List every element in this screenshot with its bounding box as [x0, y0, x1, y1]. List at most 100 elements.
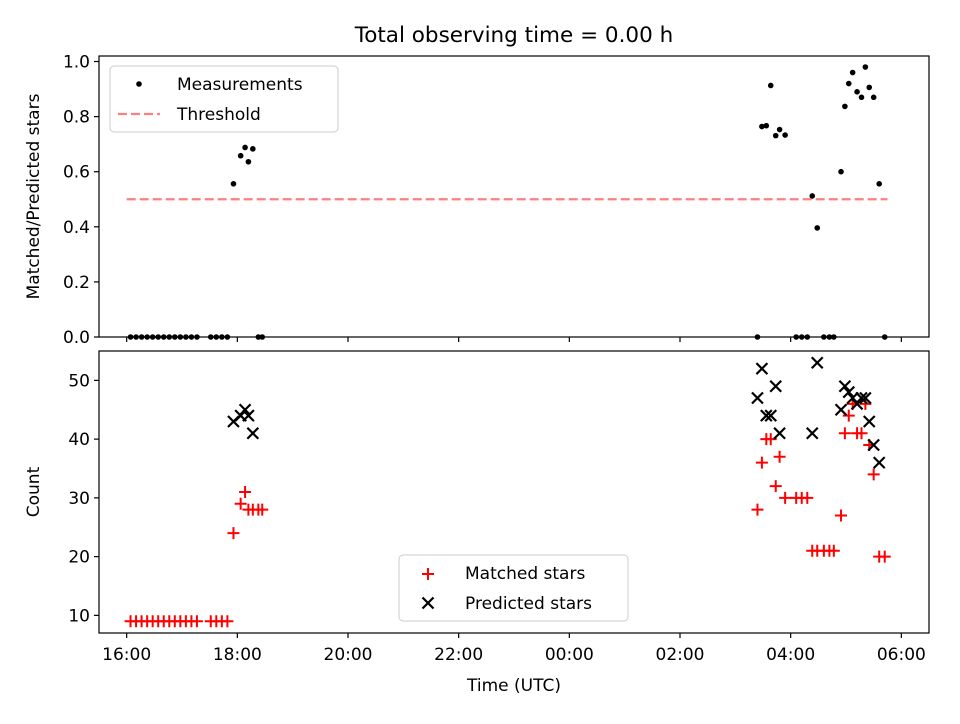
data-point	[779, 491, 792, 504]
x-b	[872, 456, 886, 469]
y-tick-label: 1.0	[63, 53, 90, 73]
x-b	[842, 385, 856, 399]
data-point	[814, 225, 821, 231]
data-point	[782, 132, 788, 138]
data-point	[854, 89, 860, 95]
x-b	[855, 391, 868, 405]
bottom-panel: 10 20 30 40 50 16:00 18:00 20:00 22:00 00:00 02:00…	[24, 350, 930, 696]
y-tick-label: 10	[68, 606, 90, 626]
x-b	[764, 409, 778, 422]
y-tick-label: 0.0	[63, 328, 90, 348]
x-b	[834, 403, 848, 417]
x-b	[751, 391, 764, 405]
data-point	[769, 480, 782, 493]
y-tick-label: 0.4	[63, 218, 90, 238]
legend-label-matched: Matched stars	[465, 564, 585, 584]
x-b	[810, 356, 824, 370]
x-b	[238, 403, 252, 417]
data-point	[870, 94, 877, 101]
data-point	[751, 391, 764, 405]
data-point	[862, 64, 869, 70]
y-tick-label: 0.6	[63, 163, 90, 183]
data-point	[751, 503, 764, 516]
data-point	[760, 409, 773, 422]
data-point	[769, 379, 783, 393]
data-point	[842, 409, 855, 422]
legend-marker-matched	[422, 568, 434, 580]
data-point	[776, 126, 783, 133]
data-point	[245, 158, 252, 165]
data-point	[230, 181, 237, 187]
data-point	[849, 69, 856, 76]
x-b	[773, 426, 786, 440]
data-point	[773, 426, 786, 440]
data-point	[764, 409, 778, 422]
top-panel: 0.0 0.2 0.4 0.6 0.8 1.0 Matched/Predicted star…	[24, 53, 930, 348]
data-point	[190, 615, 203, 628]
y-tick-label: 0.2	[63, 273, 90, 293]
x-b	[242, 409, 255, 422]
x-b	[421, 596, 435, 610]
y-axis-label: Count	[24, 466, 44, 517]
x-b	[862, 415, 876, 428]
data-point	[250, 146, 256, 152]
data-point	[878, 550, 891, 563]
x-b	[755, 362, 769, 375]
data-point	[238, 403, 252, 417]
data-point	[809, 193, 816, 199]
data-point	[767, 82, 774, 89]
data-point	[866, 84, 873, 91]
data-point	[227, 527, 240, 540]
data-point	[772, 132, 779, 139]
x-tick-label: 00:00	[545, 645, 594, 665]
data-point	[827, 544, 840, 557]
x-b	[769, 379, 783, 393]
data-point	[855, 391, 868, 405]
data-point	[246, 426, 260, 440]
data-point	[858, 94, 865, 101]
data-point	[834, 403, 848, 417]
data-point	[801, 491, 814, 504]
data-point	[242, 409, 255, 422]
x-b	[805, 426, 819, 440]
data-point	[242, 144, 248, 151]
x-b	[859, 391, 872, 405]
data-point	[221, 615, 234, 628]
y-tick-label: 30	[68, 489, 90, 509]
data-point	[842, 103, 848, 110]
x-b	[760, 409, 773, 422]
data-point	[845, 80, 852, 87]
x-axis-label: Time (UTC)	[466, 676, 561, 696]
data-point	[755, 362, 769, 375]
chart-title: Total observing time = 0.00 h	[354, 23, 674, 48]
legend-label-threshold: Threshold	[176, 105, 261, 125]
x-tick-label: 16:00	[102, 645, 151, 665]
data-point	[239, 486, 252, 498]
data-point	[256, 503, 269, 516]
axes-frame	[98, 55, 930, 338]
x-tick-label: 02:00	[656, 645, 705, 665]
y-axis-label: Matched/Predicted stars	[24, 93, 44, 299]
legend-marker-predicted	[421, 596, 435, 610]
data-point	[810, 356, 824, 370]
x-tick-label: 20:00	[324, 645, 373, 665]
y-tick-label: 40	[68, 430, 90, 450]
data-point	[862, 415, 876, 428]
x-b	[246, 426, 260, 440]
x-tick-label: 04:00	[766, 645, 815, 665]
data-point	[859, 397, 872, 410]
y-tick-label: 20	[68, 548, 90, 568]
data-point	[867, 468, 880, 481]
data-point	[835, 509, 848, 522]
data-point	[805, 426, 819, 440]
y-tick-label: 50	[68, 371, 90, 391]
data-point	[838, 379, 852, 393]
data-point	[872, 456, 886, 469]
x-tick-label: 22:00	[434, 645, 483, 665]
data-point	[842, 385, 856, 399]
axes-frame	[98, 350, 930, 634]
data-point	[855, 427, 868, 440]
legend-marker-measurements	[136, 81, 142, 87]
